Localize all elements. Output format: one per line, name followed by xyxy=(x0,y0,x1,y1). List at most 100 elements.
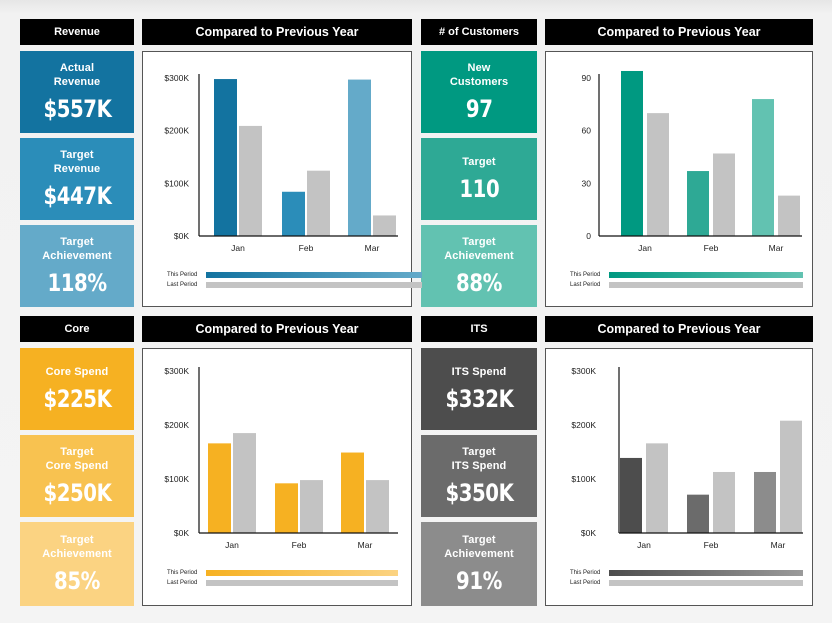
bar-this-period-jan xyxy=(214,79,237,236)
customers-bar-chart: 90 60 30 0 Jan Feb Mar xyxy=(582,70,802,253)
bar-this-period-mar xyxy=(348,79,371,236)
kpi-target-customers: Target 110 xyxy=(421,138,537,220)
y-tick-label: 90 xyxy=(582,73,592,83)
bar-last-period-mar xyxy=(780,420,802,533)
kpi-target-core-spend: Target Core Spend $250K xyxy=(20,435,134,517)
legend-last-period-swatch xyxy=(609,580,803,586)
bar-this-period-mar xyxy=(754,471,776,533)
y-tick-label: $300K xyxy=(164,73,189,83)
revenue-bar-chart: $300K $200K $100K $0K Jan Feb Mar xyxy=(164,73,398,253)
customers-chart-panel: 90 60 30 0 Jan Feb Mar This Period Last Period xyxy=(545,51,813,307)
kpi-target-revenue: Target Revenue $447K xyxy=(20,138,134,220)
chart-legend: This Period Last Period xyxy=(570,568,803,588)
bar-last-period-mar xyxy=(373,215,396,236)
legend-last-period: Last Period xyxy=(167,282,198,288)
bar-this-period-mar xyxy=(752,99,774,236)
its-header: ITS xyxy=(421,316,537,342)
kpi-value: 88% xyxy=(456,269,502,297)
bar-last-period-jan xyxy=(647,113,669,236)
x-category-label: Mar xyxy=(358,540,373,550)
kpi-label: Actual Revenue xyxy=(53,62,101,88)
bar-this-period-jan xyxy=(621,70,643,236)
kpi-label: Target Achievement xyxy=(42,236,112,262)
kpi-label: Target Achievement xyxy=(42,534,112,560)
chart-legend: This Period Last Period xyxy=(167,568,398,588)
bar-this-period-feb xyxy=(687,494,709,533)
bar-this-period-feb xyxy=(275,483,298,533)
y-tick-label: $100K xyxy=(571,474,596,484)
bar-last-period-jan xyxy=(233,433,256,533)
bar-last-period-jan xyxy=(646,443,668,533)
y-tick-label: $0K xyxy=(174,231,189,241)
kpi-value: $332K xyxy=(445,385,513,413)
y-tick-label: $300K xyxy=(571,366,596,376)
legend-last-period-swatch xyxy=(206,282,422,288)
kpi-value: 110 xyxy=(459,175,499,203)
legend-last-period-swatch xyxy=(206,580,398,586)
kpi-label: Target Core Spend xyxy=(45,446,109,472)
its-chart-header: Compared to Previous Year xyxy=(545,316,813,342)
bar-this-period-mar xyxy=(341,452,364,533)
customers-chart-header: Compared to Previous Year xyxy=(545,19,813,45)
x-category-label: Mar xyxy=(771,540,786,550)
legend-this-period: This Period xyxy=(167,570,198,576)
kpi-label: New Customers xyxy=(449,62,509,88)
customers-header: # of Customers xyxy=(421,19,537,45)
bar-last-period-feb xyxy=(300,480,323,533)
x-category-label: Feb xyxy=(292,540,307,550)
kpi-value: $447K xyxy=(43,182,111,210)
kpi-new-customers: New Customers 97 xyxy=(421,51,537,133)
kpi-target-achievement-core: Target Achievement 85% xyxy=(20,522,134,606)
kpi-value: $225K xyxy=(43,385,111,413)
kpi-value: 91% xyxy=(456,567,502,595)
x-category-label: Feb xyxy=(299,243,314,253)
y-tick-label: $200K xyxy=(571,420,596,430)
y-tick-label: $100K xyxy=(164,474,189,484)
x-category-label: Jan xyxy=(225,540,239,550)
x-category-label: Feb xyxy=(704,243,719,253)
kpi-target-achievement-revenue: Target Achievement 118% xyxy=(20,225,134,307)
core-bar-chart: $300K $200K $100K $0K Jan Feb Mar xyxy=(164,366,398,550)
x-category-label: Jan xyxy=(638,243,652,253)
core-chart-header: Compared to Previous Year xyxy=(142,316,412,342)
legend-last-period-swatch xyxy=(609,282,803,288)
kpi-label: ITS Spend xyxy=(451,366,507,378)
x-category-label: Jan xyxy=(637,540,651,550)
revenue-header: Revenue xyxy=(20,19,134,45)
chart-legend: This Period Last Period xyxy=(570,270,803,290)
x-category-label: Mar xyxy=(365,243,380,253)
x-category-label: Feb xyxy=(704,540,719,550)
kpi-target-its-spend: Target ITS Spend $350K xyxy=(421,435,537,517)
y-tick-label: $0K xyxy=(174,528,189,538)
bar-last-period-jan xyxy=(239,125,262,236)
kpi-value: $557K xyxy=(43,95,111,123)
y-tick-label: $300K xyxy=(164,366,189,376)
kpi-target-achievement-its: Target Achievement 91% xyxy=(421,522,537,606)
y-tick-label: 60 xyxy=(582,126,592,136)
y-tick-label: $200K xyxy=(164,420,189,430)
bar-last-period-feb xyxy=(307,170,330,236)
bar-last-period-mar xyxy=(366,480,389,533)
y-tick-label: 0 xyxy=(586,231,591,241)
its-bar-chart: $300K $200K $100K $0K Jan Feb Mar xyxy=(571,366,803,550)
kpi-label: Target Revenue xyxy=(53,149,101,175)
y-tick-label: $100K xyxy=(164,178,189,188)
legend-this-period: This Period xyxy=(167,272,198,278)
bar-last-period-mar xyxy=(778,195,800,236)
legend-last-period: Last Period xyxy=(570,282,601,288)
y-tick-label: $0K xyxy=(581,528,596,538)
revenue-chart-panel: $300K $200K $100K $0K Jan Feb Mar This Period … xyxy=(142,51,422,307)
kpi-value: 97 xyxy=(465,95,493,123)
bar-this-period-jan xyxy=(208,443,231,533)
kpi-label: Target Achievement xyxy=(444,236,514,262)
x-category-label: Jan xyxy=(231,243,245,253)
legend-this-period-swatch xyxy=(609,570,803,576)
chart-legend: This Period Last Period xyxy=(167,270,422,290)
kpi-actual-revenue: Actual Revenue $557K xyxy=(20,51,134,133)
kpi-target-achievement-customers: Target Achievement 88% xyxy=(421,225,537,307)
kpi-its-spend: ITS Spend $332K xyxy=(421,348,537,430)
kpi-label: Target ITS Spend xyxy=(451,446,507,472)
kpi-value: $250K xyxy=(43,479,111,507)
revenue-chart-header: Compared to Previous Year xyxy=(142,19,412,45)
core-chart-panel: $300K $200K $100K $0K Jan Feb Mar This Period … xyxy=(142,348,412,606)
